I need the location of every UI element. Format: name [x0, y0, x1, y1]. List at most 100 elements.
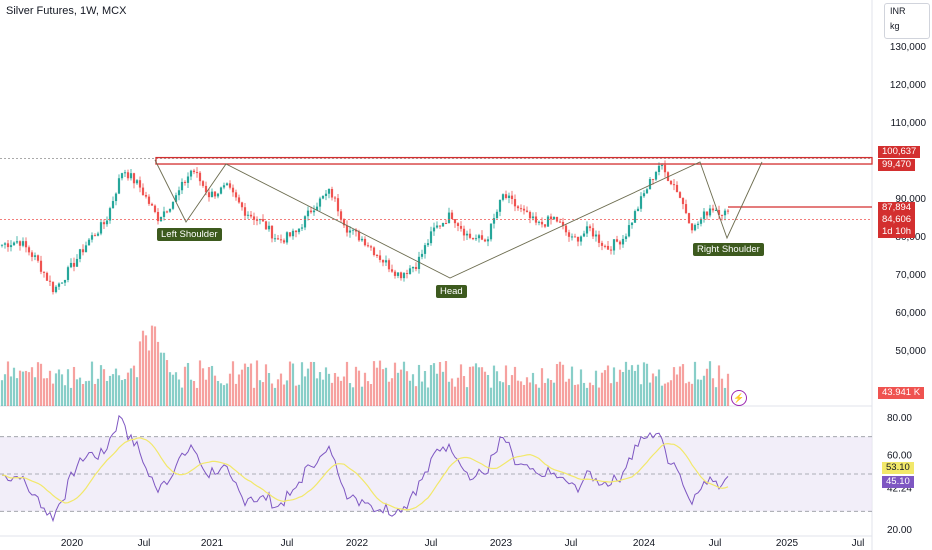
currency-unit-box[interactable]: INR kg: [884, 3, 930, 39]
volume-bar: [0, 380, 4, 406]
candle-body: [204, 185, 208, 193]
volume-bar: [132, 365, 136, 406]
candle-body: [351, 229, 355, 231]
volume-bar: [549, 380, 553, 406]
candle-body: [492, 218, 496, 224]
candle-body: [87, 239, 91, 246]
symbol-title[interactable]: Silver Futures, 1W, MCX: [6, 5, 127, 17]
price-tag-level-3: 87,894: [878, 202, 916, 214]
candle-body: [336, 198, 340, 212]
candle-body: [645, 189, 649, 194]
volume-bar: [393, 362, 397, 406]
volume-bar: [399, 369, 403, 406]
volume-bar: [351, 387, 355, 406]
candle-body: [636, 208, 640, 212]
candle-body: [360, 238, 364, 241]
candle-body: [93, 235, 97, 237]
volume-bar: [627, 369, 631, 406]
volume-bar: [510, 375, 514, 406]
volume-bar: [387, 381, 391, 406]
candle-body: [147, 196, 151, 204]
candle-body: [603, 245, 607, 247]
candle-body: [681, 197, 685, 205]
volume-bar: [726, 373, 730, 406]
volume-bar: [525, 377, 529, 406]
volume-bar: [579, 369, 583, 406]
candle-body: [306, 210, 310, 217]
volume-bar: [375, 367, 379, 406]
candle-body: [207, 192, 211, 198]
volume-bar: [6, 361, 10, 406]
candle-body: [699, 218, 703, 224]
volume-bar: [318, 372, 322, 406]
candle-body: [120, 173, 124, 179]
volume-bar: [315, 378, 319, 406]
candle-body: [372, 247, 376, 255]
candle-body: [24, 241, 28, 248]
rsi-tick-label: 80.00: [887, 413, 912, 424]
volume-bar: [363, 372, 367, 406]
head-label: Head: [436, 285, 467, 298]
volume-bar: [567, 378, 571, 406]
volume-bar: [546, 378, 550, 406]
head-shoulders-pattern: [154, 159, 763, 279]
volume-bar: [540, 368, 544, 406]
volume-bar: [261, 382, 265, 406]
volume-bar: [183, 366, 187, 406]
candle-body: [702, 211, 706, 219]
price-tag-level-2: 99,470: [878, 159, 916, 171]
rsi-ma-line: [1, 437, 729, 511]
candle-body: [717, 210, 721, 215]
candle-body: [564, 225, 568, 233]
candle-body: [255, 219, 259, 221]
candle-body: [546, 216, 550, 227]
volume-bar: [492, 365, 496, 406]
volume-bar: [483, 371, 487, 406]
candle-body: [504, 194, 508, 198]
candle-body: [51, 281, 55, 293]
candle-body: [0, 244, 4, 246]
candle-body: [525, 210, 529, 212]
candle-body: [165, 211, 169, 213]
volume-bar: [576, 384, 580, 406]
volume-bar: [36, 362, 40, 406]
volume-bar: [621, 371, 625, 406]
candle-body: [27, 247, 31, 253]
candle-body: [489, 223, 493, 240]
candle-body: [663, 165, 667, 173]
candle-body: [81, 249, 85, 253]
volume-bar: [15, 378, 19, 406]
volume-bar: [693, 361, 697, 406]
volume-bar: [453, 386, 457, 406]
candle-body: [21, 241, 25, 246]
volume-bar: [480, 367, 484, 406]
candle-body: [42, 271, 46, 273]
candle-body: [333, 197, 337, 199]
candle-body: [711, 208, 715, 211]
volume-bar: [444, 361, 448, 406]
candle-body: [501, 194, 505, 200]
time-tick-label: 2023: [490, 538, 513, 549]
price-tick-label: 110,000: [891, 118, 927, 129]
volume-bar: [471, 366, 475, 406]
volume-bar: [429, 365, 433, 406]
volume-bar: [681, 364, 685, 406]
volume-bar: [384, 367, 388, 406]
volume-bar: [309, 361, 313, 406]
candle-body: [96, 233, 100, 236]
volume-bar: [267, 373, 271, 406]
volume-bar: [714, 387, 718, 406]
volume-bar: [441, 371, 445, 406]
volume-bar: [219, 383, 223, 406]
volume-bar: [141, 330, 145, 406]
volume-bar: [330, 382, 334, 406]
volume-bar: [102, 369, 106, 406]
volume-bar: [633, 370, 637, 406]
lightning-icon[interactable]: ⚡: [731, 390, 747, 406]
candle-body: [588, 226, 592, 229]
volume-bar: [54, 373, 58, 406]
volume-bar: [654, 376, 658, 406]
volume-bar: [507, 385, 511, 406]
candle-body: [138, 180, 142, 188]
